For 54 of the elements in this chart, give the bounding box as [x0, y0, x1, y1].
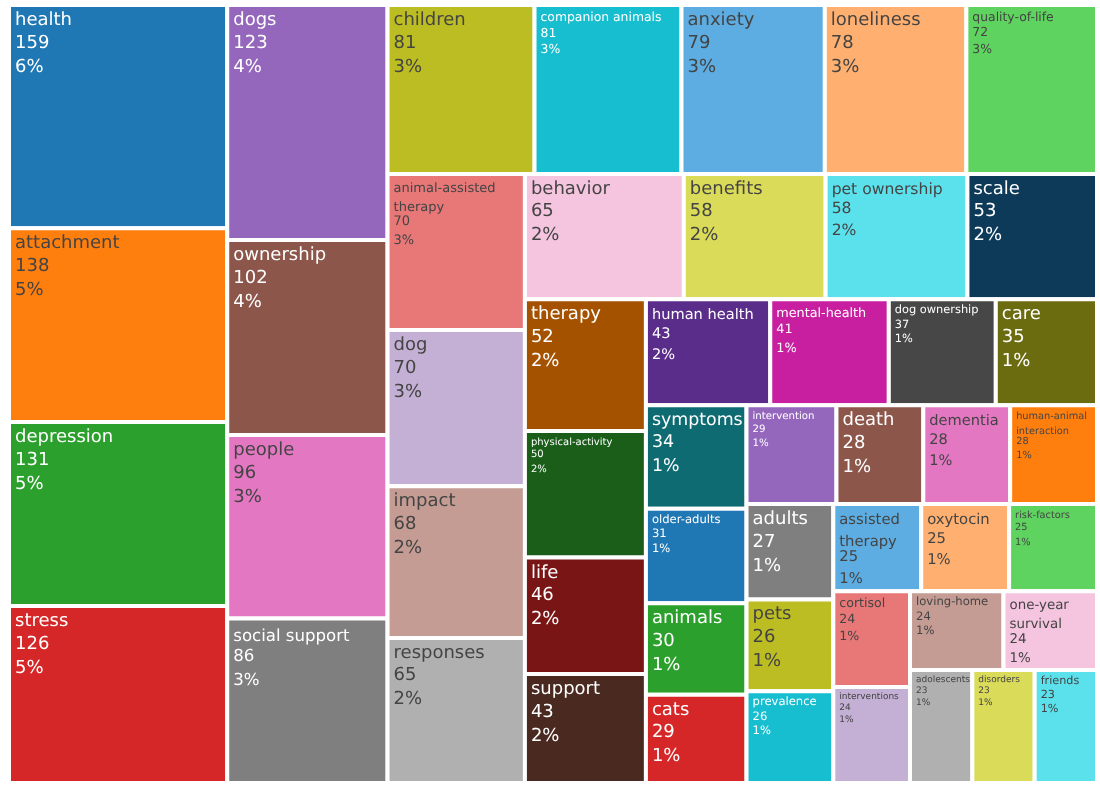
category-label: care	[1001, 305, 1042, 326]
category-label: ownership	[233, 246, 327, 267]
data-label: 102 4%	[233, 268, 268, 313]
category-label: support	[530, 680, 601, 701]
data-label: 46 2%	[530, 586, 561, 631]
data-label: 53 2%	[973, 202, 1003, 247]
data-label: 65 2%	[393, 666, 424, 711]
data-label: 86 3%	[233, 645, 260, 690]
data-label: 68 2%	[393, 514, 424, 559]
data-label: 35 1%	[1001, 327, 1032, 372]
category-label: children	[393, 11, 466, 31]
data-label: 159 6%	[15, 33, 50, 78]
data-label: 79 3%	[687, 33, 717, 78]
data-label: 26 1%	[752, 627, 782, 672]
category-label: benefits	[689, 179, 764, 200]
category-label: responses	[393, 643, 486, 664]
category-label: therapy	[530, 305, 603, 326]
category-label: adults	[752, 510, 809, 531]
category-label: attachment	[15, 234, 121, 255]
data-label: 28 1%	[842, 433, 872, 478]
category-label: health	[15, 11, 72, 31]
category-label: depression	[15, 428, 114, 449]
category-label: pets	[752, 605, 793, 626]
data-label: 81 3%	[393, 33, 424, 78]
data-label: 126 5%	[15, 634, 50, 679]
category-label: social support	[233, 624, 352, 645]
data-label: 29 1%	[651, 723, 682, 768]
data-label: 52 2%	[530, 327, 561, 372]
data-label: 70 3%	[393, 358, 424, 403]
data-label: 58 2%	[689, 202, 720, 247]
category-label: dogs	[233, 11, 278, 31]
category-label: behavior	[530, 179, 611, 200]
data-label: 131 5%	[15, 450, 50, 495]
category-label: cats	[651, 700, 690, 721]
data-label: 34 1%	[651, 432, 680, 477]
category-label: death	[842, 411, 895, 432]
data-label: 43 2%	[530, 702, 561, 747]
category-label: dog	[393, 336, 428, 357]
category-label: animals	[651, 609, 723, 630]
data-label: 27 1%	[752, 532, 782, 577]
category-label: symptoms	[651, 411, 744, 432]
data-label: 96 3%	[233, 463, 263, 508]
category-label: people	[233, 441, 296, 462]
data-label: 78 3%	[830, 33, 861, 78]
category-label: scale	[973, 179, 1021, 200]
category-label: life	[530, 563, 560, 584]
data-label: 65 2%	[530, 202, 561, 247]
data-label: 123 4%	[233, 33, 268, 78]
data-label: 30 1%	[651, 631, 682, 676]
category-label: impact	[393, 492, 457, 513]
category-label: loneliness	[830, 11, 922, 31]
data-label: 138 5%	[15, 256, 50, 301]
category-label: stress	[15, 612, 69, 633]
category-label: anxiety	[687, 11, 756, 31]
